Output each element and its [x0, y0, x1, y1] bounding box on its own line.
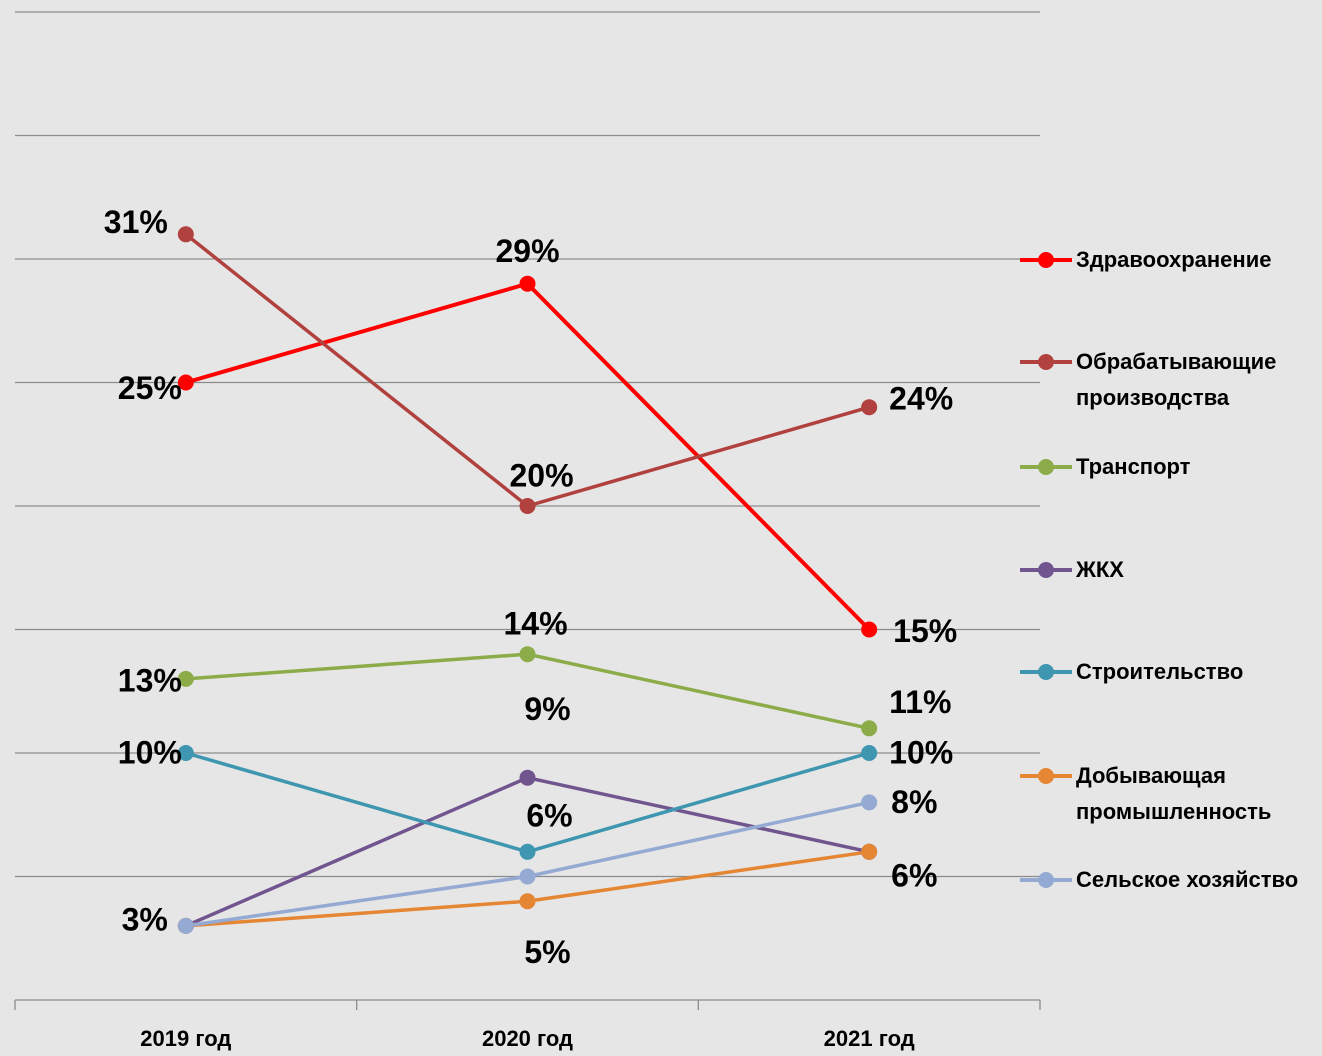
legend-label: Здравоохранение — [1076, 247, 1272, 272]
x-tick-label: 2020 год — [482, 1026, 573, 1051]
legend-marker — [1038, 252, 1054, 268]
legend-label: ЖКХ — [1076, 557, 1124, 582]
data-label: 10% — [889, 734, 953, 770]
data-point — [177, 917, 194, 934]
legend-marker — [1038, 872, 1054, 888]
x-tick-label: 2019 год — [140, 1026, 231, 1051]
data-point — [519, 498, 536, 514]
data-label: 29% — [495, 233, 559, 269]
data-label: 6% — [526, 797, 572, 833]
legend-label: Строительство — [1076, 659, 1244, 684]
series-line — [185, 850, 870, 928]
data-point — [177, 374, 194, 391]
data-point — [519, 646, 536, 663]
data-label: 31% — [104, 204, 168, 240]
x-tick-label: 2021 год — [824, 1026, 915, 1051]
data-point — [861, 843, 878, 860]
data-point — [519, 893, 536, 910]
data-point — [519, 868, 536, 885]
data-point — [861, 745, 878, 761]
data-point — [177, 745, 194, 761]
data-label: 13% — [118, 662, 182, 698]
data-point — [519, 275, 536, 292]
data-label: 15% — [893, 613, 957, 649]
legend-label: Обрабатывающие производства — [1076, 349, 1277, 410]
data-point — [519, 769, 536, 786]
data-label: 3% — [122, 901, 168, 937]
data-point — [519, 843, 536, 860]
data-point — [861, 794, 878, 811]
legend-marker — [1038, 354, 1054, 370]
legend-label: Транспорт — [1076, 454, 1191, 479]
legend-label: Добывающая промышленность — [1076, 763, 1272, 824]
legend-marker — [1038, 768, 1054, 784]
data-label: 6% — [891, 857, 937, 893]
data-label: 8% — [891, 784, 937, 820]
legend-label: Сельское хозяйство — [1076, 867, 1299, 892]
data-label: 11% — [889, 684, 951, 720]
data-label: 14% — [503, 606, 567, 642]
data-label: 20% — [509, 457, 573, 493]
data-label: 25% — [118, 370, 182, 406]
data-label: 5% — [524, 934, 570, 970]
data-point — [861, 720, 878, 737]
data-label: 24% — [889, 381, 953, 417]
legend-marker — [1038, 562, 1054, 578]
data-point — [861, 399, 878, 416]
data-point — [861, 621, 878, 638]
data-point — [177, 226, 194, 243]
legend-marker — [1038, 664, 1054, 680]
data-label: 9% — [524, 691, 570, 727]
data-point — [177, 670, 194, 687]
data-label: 10% — [118, 734, 182, 770]
legend-marker — [1038, 459, 1054, 475]
